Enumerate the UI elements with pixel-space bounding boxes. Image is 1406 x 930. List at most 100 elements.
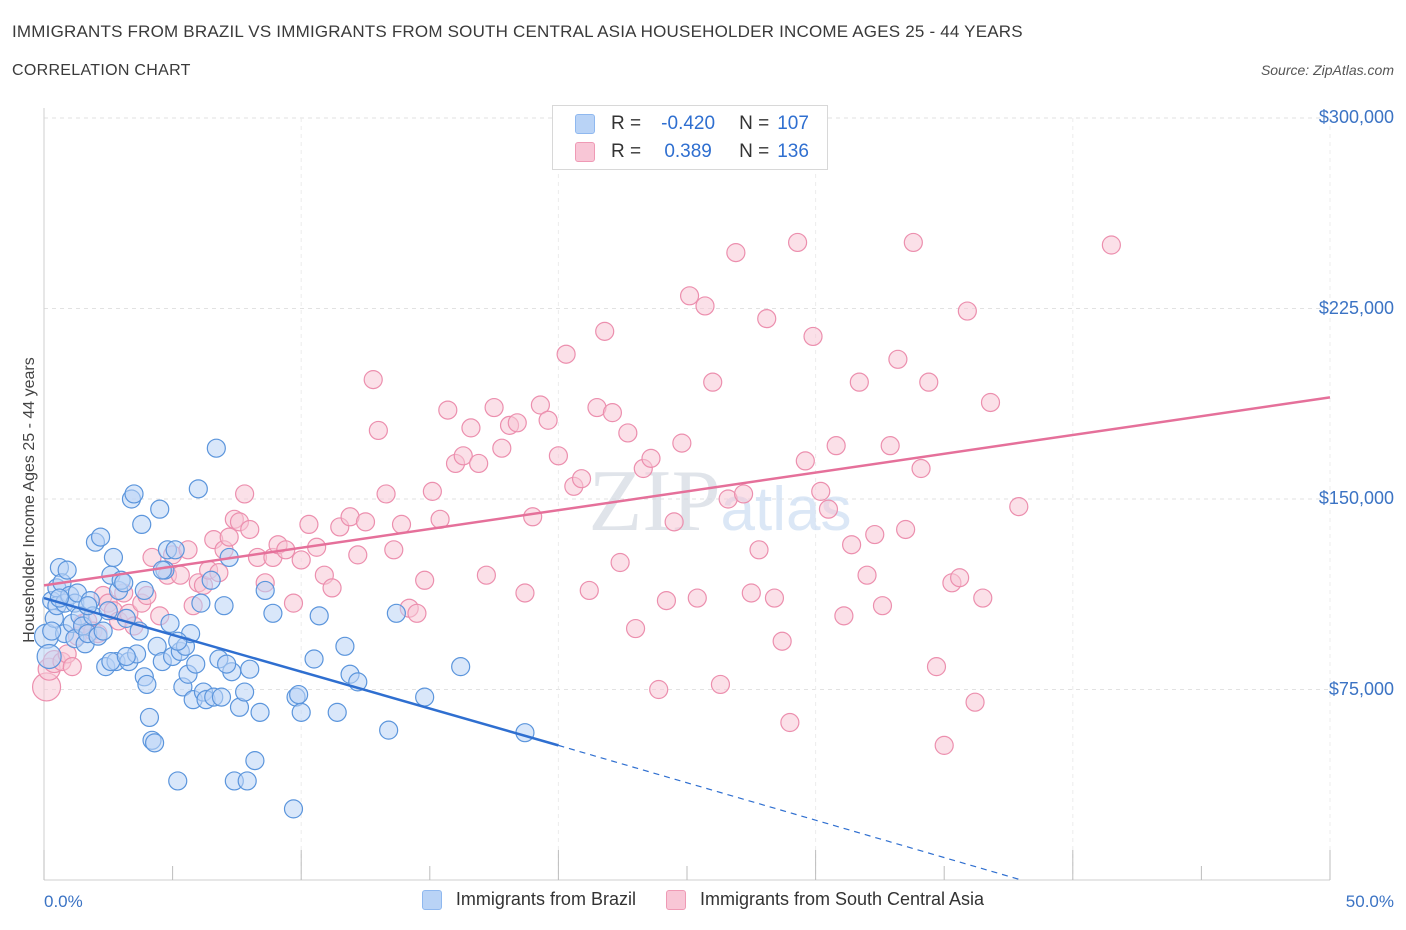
legend-r-label: R = xyxy=(611,141,642,162)
point-brazil xyxy=(291,702,311,722)
x-tick-label-max: 50.0% xyxy=(1345,892,1394,911)
point-south-central-asia xyxy=(888,349,908,369)
point-south-central-asia xyxy=(787,232,808,253)
point-south-central-asia xyxy=(438,400,458,420)
point-south-central-asia xyxy=(469,453,489,474)
series-legend-south-central-asia: Immigrants from South Central Asia xyxy=(665,889,985,910)
point-south-central-asia xyxy=(62,657,82,677)
point-south-central-asia xyxy=(849,372,869,392)
chart-title: IMMIGRANTS FROM BRAZIL VS IMMIGRANTS FRO… xyxy=(12,22,1023,41)
point-south-central-asia xyxy=(911,458,931,479)
point-brazil xyxy=(57,560,77,580)
point-south-central-asia xyxy=(355,512,376,532)
point-south-central-asia xyxy=(818,499,839,519)
point-south-central-asia xyxy=(219,527,239,547)
point-brazil xyxy=(515,723,535,743)
point-south-central-asia xyxy=(965,692,985,712)
point-south-central-asia xyxy=(980,392,1001,413)
point-south-central-asia xyxy=(757,309,777,329)
point-south-central-asia xyxy=(811,481,831,501)
point-south-central-asia xyxy=(896,519,916,540)
legend-r-value-south-central-asia: 0.389 xyxy=(664,141,712,162)
point-south-central-asia xyxy=(391,514,412,535)
point-brazil xyxy=(235,682,255,702)
series-legend-brazil: Immigrants from Brazil xyxy=(421,889,636,910)
point-brazil xyxy=(137,674,157,695)
point-south-central-asia xyxy=(538,410,558,430)
point-south-central-asia xyxy=(492,438,512,458)
point-brazil xyxy=(160,613,180,634)
point-south-central-asia xyxy=(515,583,535,603)
point-south-central-asia xyxy=(1009,497,1029,517)
point-brazil xyxy=(206,438,226,458)
point-brazil xyxy=(386,603,406,623)
point-south-central-asia xyxy=(291,550,311,570)
point-brazil xyxy=(191,593,211,613)
point-south-central-asia xyxy=(507,413,527,433)
legend-row-south-central-asia: R = 0.389 N = 136 xyxy=(575,140,809,164)
point-south-central-asia xyxy=(283,593,304,613)
point-brazil xyxy=(289,684,309,705)
point-south-central-asia xyxy=(687,588,707,608)
point-brazil xyxy=(165,540,185,560)
point-brazil xyxy=(217,654,237,674)
point-south-central-asia xyxy=(726,243,746,263)
point-south-central-asia xyxy=(919,372,939,392)
point-south-central-asia xyxy=(625,618,646,639)
point-south-central-asia xyxy=(240,519,260,540)
trend-line-brazil-extension xyxy=(558,744,1022,881)
point-south-central-asia xyxy=(649,679,669,700)
x-tick-label-min: 0.0% xyxy=(44,892,83,911)
point-south-central-asia xyxy=(764,588,785,608)
point-south-central-asia xyxy=(348,545,368,565)
y-tick-label: $75,000 xyxy=(1328,678,1394,699)
y-tick-label: $150,000 xyxy=(1318,488,1394,508)
point-south-central-asia xyxy=(484,397,504,418)
point-south-central-asia xyxy=(695,296,715,316)
point-south-central-asia xyxy=(579,580,599,601)
point-south-central-asia xyxy=(530,395,550,415)
point-south-central-asia xyxy=(957,301,977,321)
source-label: Source: ZipAtlas.com xyxy=(1260,62,1394,78)
point-south-central-asia xyxy=(235,484,255,504)
legend-swatch-south-central-asia xyxy=(575,142,595,162)
point-south-central-asia xyxy=(803,326,823,347)
point-south-central-asia xyxy=(142,547,162,568)
series-legend-label-south-central-asia: Immigrants from South Central Asia xyxy=(699,889,985,909)
point-brazil xyxy=(245,751,265,771)
point-south-central-asia xyxy=(703,372,723,392)
point-south-central-asia xyxy=(363,370,383,390)
point-brazil xyxy=(116,646,136,667)
point-south-central-asia xyxy=(733,484,754,504)
point-south-central-asia xyxy=(548,446,569,466)
point-brazil xyxy=(327,702,347,722)
point-south-central-asia xyxy=(1101,235,1121,255)
point-south-central-asia xyxy=(556,344,576,364)
point-brazil xyxy=(250,702,270,722)
legend-swatch-brazil xyxy=(575,114,595,134)
point-south-central-asia xyxy=(826,436,846,456)
point-south-central-asia xyxy=(299,514,319,535)
point-south-central-asia xyxy=(664,512,684,532)
point-south-central-asia xyxy=(749,540,769,560)
point-brazil xyxy=(186,654,206,674)
point-brazil xyxy=(93,621,113,641)
point-south-central-asia xyxy=(710,674,731,695)
point-brazil xyxy=(240,659,260,679)
point-brazil xyxy=(201,570,221,590)
series-legend: Immigrants from Brazil Immigrants from S… xyxy=(0,889,1406,910)
point-south-central-asia xyxy=(950,568,970,588)
point-brazil xyxy=(214,596,234,616)
trend-lines xyxy=(43,396,1331,881)
point-south-central-asia xyxy=(834,606,854,626)
point-south-central-asia xyxy=(973,588,993,608)
point-south-central-asia xyxy=(656,590,677,611)
point-brazil xyxy=(451,657,471,677)
point-south-central-asia xyxy=(865,524,885,545)
point-brazil xyxy=(304,649,324,669)
point-brazil xyxy=(255,580,275,601)
point-south-central-asia xyxy=(903,232,923,253)
point-south-central-asia xyxy=(672,433,692,453)
point-south-central-asia xyxy=(476,565,496,585)
